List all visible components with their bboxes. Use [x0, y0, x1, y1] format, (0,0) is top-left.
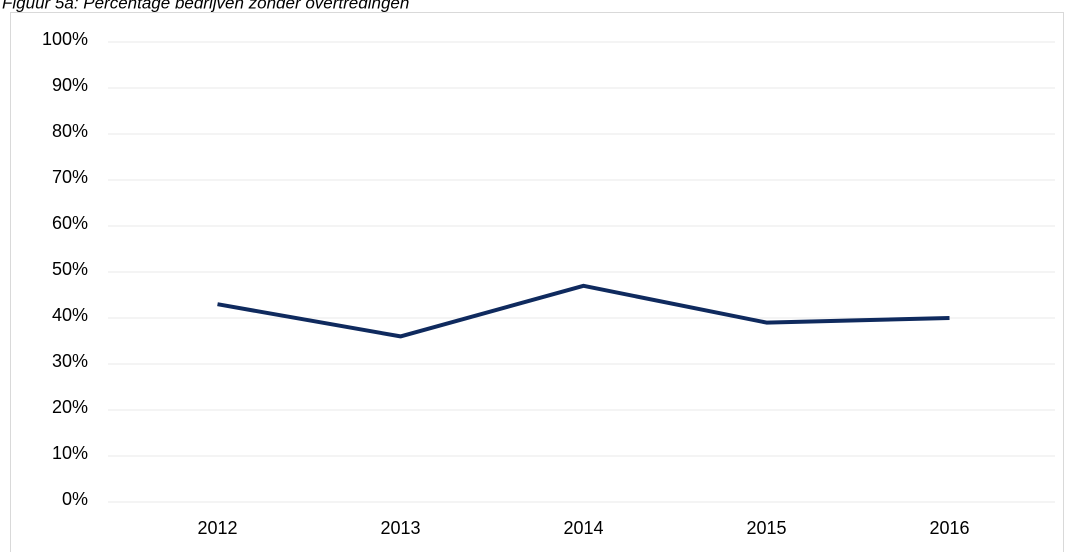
- x-tick-label: 2014: [563, 518, 603, 538]
- x-tick-label: 2016: [929, 518, 969, 538]
- x-tick-label: 2015: [746, 518, 786, 538]
- y-tick-label: 80%: [52, 121, 88, 141]
- y-tick-label: 70%: [52, 167, 88, 187]
- chart-border: [10, 12, 1064, 552]
- y-tick-label: 10%: [52, 443, 88, 463]
- x-tick-label: 2013: [380, 518, 420, 538]
- y-tick-label: 90%: [52, 75, 88, 95]
- y-tick-label: 60%: [52, 213, 88, 233]
- y-tick-label: 20%: [52, 397, 88, 417]
- y-tick-label: 40%: [52, 305, 88, 325]
- y-tick-label: 30%: [52, 351, 88, 371]
- chart-title: Figuur 5a: Percentage bedrijven zonder o…: [2, 0, 409, 12]
- y-tick-label: 0%: [62, 489, 88, 509]
- x-tick-label: 2012: [197, 518, 237, 538]
- y-tick-label: 100%: [42, 29, 88, 49]
- line: [217, 283, 950, 339]
- y-tick-label: 50%: [52, 259, 88, 279]
